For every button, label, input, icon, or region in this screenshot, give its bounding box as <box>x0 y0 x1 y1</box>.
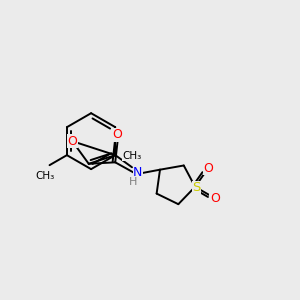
Text: N: N <box>133 166 142 179</box>
Text: O: O <box>210 192 220 205</box>
Text: O: O <box>203 162 213 175</box>
Text: O: O <box>68 135 77 148</box>
Text: CH₃: CH₃ <box>35 171 55 181</box>
Text: H: H <box>129 177 137 187</box>
Text: O: O <box>113 128 122 141</box>
Text: S: S <box>192 181 201 194</box>
Text: CH₃: CH₃ <box>122 151 142 161</box>
